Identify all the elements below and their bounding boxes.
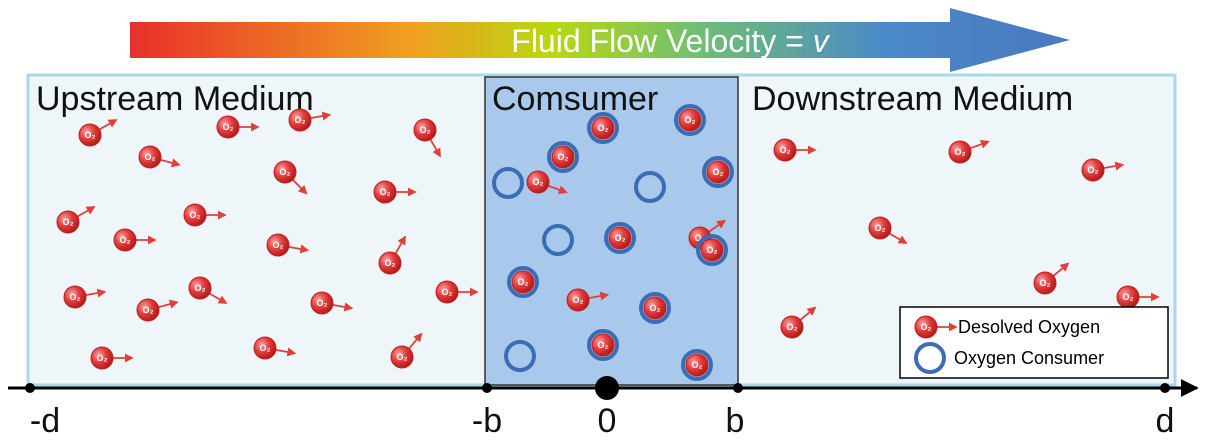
- oxygen-label: O₂: [385, 258, 396, 268]
- oxygen-label: O₂: [1123, 292, 1134, 302]
- oxygen-label: O₂: [442, 287, 453, 297]
- oxygen-label: O₂: [692, 360, 703, 370]
- oxygen-label: O₂: [713, 167, 724, 177]
- oxygen-label: O₂: [97, 353, 108, 363]
- oxygen-label: O₂: [615, 233, 626, 243]
- oxygen-label: O₂: [558, 152, 569, 162]
- axis-point: [733, 383, 743, 393]
- oxygen-label: O₂: [143, 305, 154, 315]
- oxygen-label: O₂: [1088, 165, 1099, 175]
- oxygen-label: O₂: [63, 217, 74, 227]
- axis-point: [25, 383, 35, 393]
- flow-title: Fluid Flow Velocity = v: [511, 23, 830, 59]
- axis-label: d: [1156, 402, 1175, 440]
- oxygen-label: O₂: [70, 292, 81, 302]
- axis-label: -b: [472, 402, 502, 440]
- oxygen-label: O₂: [685, 115, 696, 125]
- oxygen-label: O₂: [787, 322, 798, 332]
- oxygen-label: O₂: [317, 298, 328, 308]
- oxygen-label: O₂: [598, 123, 609, 133]
- oxygen-label: O₂: [780, 145, 791, 155]
- oxygen-label: O₂: [518, 277, 529, 287]
- oxygen-label: O₂: [145, 152, 156, 162]
- oxygen-label: O₂: [295, 115, 306, 125]
- diagram: Fluid Flow Velocity = v Upstream Medium …: [0, 0, 1205, 440]
- oxygen-label: O₂: [420, 125, 431, 135]
- region-label: Comsumer: [492, 80, 658, 118]
- region-label: Downstream Medium: [752, 80, 1073, 118]
- oxygen-label: O₂: [190, 210, 201, 220]
- oxygen-label: O₂: [223, 122, 234, 132]
- oxygen-label: O₂: [273, 240, 284, 250]
- axis-label: 0: [598, 402, 617, 440]
- axis-label: -d: [30, 402, 60, 440]
- oxygen-label: O₂: [120, 235, 131, 245]
- region-label: Upstream Medium: [36, 80, 314, 118]
- oxygen-label: O₂: [921, 322, 932, 332]
- axis-label: b: [726, 402, 745, 440]
- oxygen-label: O₂: [533, 177, 544, 187]
- legend-label: Desolved Oxygen: [958, 317, 1100, 337]
- legend-label: Oxygen Consumer: [954, 348, 1104, 368]
- oxygen-label: O₂: [955, 147, 966, 157]
- oxygen-label: O₂: [85, 130, 96, 140]
- oxygen-label: O₂: [380, 187, 391, 197]
- oxygen-label: O₂: [650, 303, 661, 313]
- axis-origin: [595, 376, 619, 400]
- oxygen-label: O₂: [573, 295, 584, 305]
- oxygen-label: O₂: [598, 340, 609, 350]
- oxygen-label: O₂: [195, 283, 206, 293]
- oxygen-label: O₂: [875, 223, 886, 233]
- oxygen-label: O₂: [707, 245, 718, 255]
- oxygen-label: O₂: [397, 352, 408, 362]
- oxygen-label: O₂: [1040, 278, 1051, 288]
- axis-point: [1160, 383, 1170, 393]
- oxygen-label: O₂: [260, 343, 271, 353]
- axis-point: [482, 383, 492, 393]
- oxygen-label: O₂: [280, 167, 291, 177]
